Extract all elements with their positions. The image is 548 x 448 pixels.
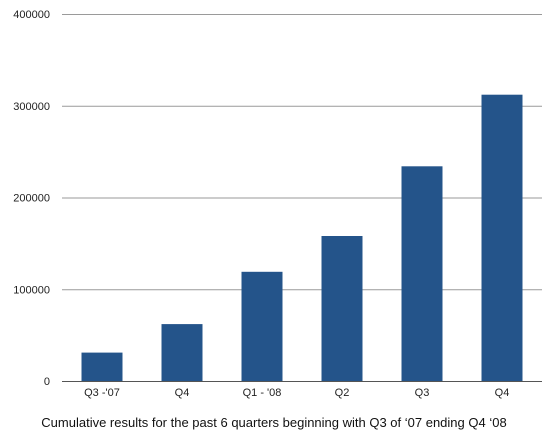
bar: [401, 166, 443, 381]
x-category-label: Q1 - '08: [243, 387, 282, 399]
x-category-label: Q3 -'07: [84, 387, 120, 399]
y-tick-label: 400000: [13, 9, 50, 21]
x-category-label: Q4: [175, 387, 190, 399]
y-tick-label: 300000: [13, 101, 50, 113]
bar: [321, 236, 363, 381]
chart-caption: Cumulative results for the past 6 quarte…: [41, 415, 506, 430]
bar: [161, 324, 203, 381]
y-tick-label: 0: [44, 376, 50, 388]
x-axis-category-labels: Q3 -'07 Q4 Q1 - '08 Q2 Q3 Q4: [84, 387, 509, 399]
bars: [81, 94, 523, 381]
gridlines: [62, 14, 542, 291]
x-category-label: Q4: [495, 387, 510, 399]
y-tick-label: 100000: [13, 284, 50, 296]
bar: [81, 352, 123, 381]
x-category-label: Q3: [415, 387, 430, 399]
bar: [241, 271, 283, 381]
y-tick-label: 200000: [13, 193, 50, 205]
bar: [481, 94, 523, 381]
x-category-label: Q2: [335, 387, 350, 399]
y-axis-tick-labels: 0 100000 200000 300000 400000: [13, 9, 50, 388]
